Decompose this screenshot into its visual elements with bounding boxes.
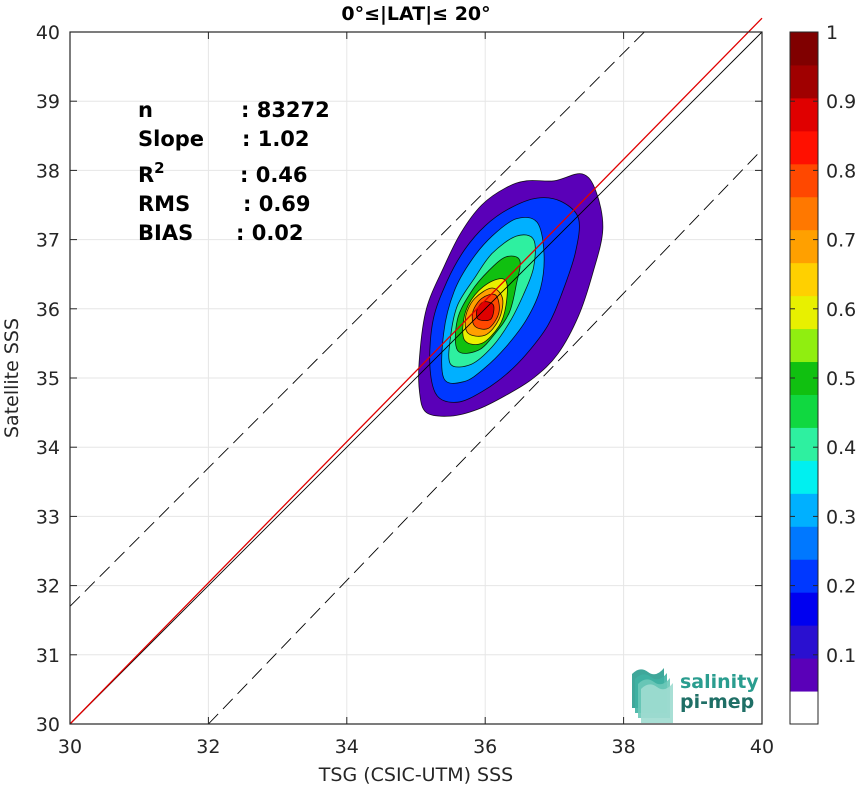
colorbar-segment bbox=[790, 592, 818, 626]
colorbar-segment bbox=[790, 493, 818, 527]
colorbar-segment bbox=[790, 427, 818, 461]
regression-line bbox=[69, 17, 763, 725]
stat-label-slope: Slope bbox=[138, 127, 204, 151]
colorbar-tick-label: 0.5 bbox=[826, 368, 856, 390]
stat-label-rms: RMS bbox=[138, 192, 190, 216]
colorbar-segment bbox=[790, 658, 818, 692]
y-tick-label: 36 bbox=[36, 299, 60, 321]
x-tick-label: 38 bbox=[612, 736, 636, 758]
colorbar-segment bbox=[790, 691, 818, 725]
y-axis-label: Satellite SSS bbox=[1, 318, 23, 438]
stat-value-slope: : 1.02 bbox=[242, 127, 310, 151]
logo-text-pimep: pi-mep bbox=[680, 691, 754, 713]
colorbar-tick-label: 0.1 bbox=[826, 645, 856, 667]
x-tick-label: 40 bbox=[750, 736, 774, 758]
colorbar-segment bbox=[790, 394, 818, 428]
contour-level-0.95 bbox=[475, 301, 495, 322]
colorbar-segment bbox=[790, 625, 818, 659]
y-tick-label: 34 bbox=[36, 437, 60, 459]
colorbar-segment bbox=[790, 196, 818, 231]
colorbar-tick-label: 0.9 bbox=[826, 91, 856, 113]
lower-dashed-line bbox=[208, 149, 763, 725]
chart-title: 0°≤|LAT|≤ 20° bbox=[341, 3, 490, 25]
colorbar-segment bbox=[790, 32, 818, 66]
y-tick-label: 37 bbox=[36, 230, 60, 252]
density-contours bbox=[418, 173, 604, 417]
y-ticks: 30 31 32 33 34 35 36 37 38 39 40 bbox=[36, 22, 762, 736]
stat-value-r: : 0.46 bbox=[240, 163, 308, 187]
y-tick-label: 38 bbox=[36, 160, 60, 182]
stat-label-r: R2 bbox=[138, 159, 165, 187]
colorbar-tick-label: 0.8 bbox=[826, 160, 856, 182]
stat-superscript: 2 bbox=[154, 159, 164, 177]
colorbar-tick-label: 0.6 bbox=[826, 299, 856, 321]
colorbar: 0.1 0.2 0.3 0.4 0.5 0.6 0.7 0.8 0.9 1 bbox=[789, 22, 856, 725]
colorbar-segment bbox=[790, 295, 818, 330]
colorbar-tick-label: 0.2 bbox=[826, 576, 856, 598]
stat-value-rms: : 0.69 bbox=[243, 192, 311, 216]
colorbar-segment bbox=[790, 64, 818, 99]
y-tick-label: 32 bbox=[36, 576, 60, 598]
x-axis-label: TSG (CSIC-UTM) SSS bbox=[318, 764, 513, 786]
stats-box: n : 83272 Slope : 1.02 R2 : 0.46 RMS : 0.69 BIAS… bbox=[138, 98, 330, 245]
colorbar-segment bbox=[790, 526, 818, 560]
y-tick-label: 40 bbox=[36, 22, 60, 44]
x-tick-label: 36 bbox=[473, 736, 497, 758]
colorbar-tick-label: 0.4 bbox=[826, 437, 856, 459]
stat-value-bias: : 0.02 bbox=[236, 221, 304, 245]
colorbar-tick-label: 1 bbox=[826, 22, 838, 44]
stat-label-bias: BIAS bbox=[138, 221, 193, 245]
x-tick-label: 32 bbox=[196, 736, 220, 758]
colorbar-segment bbox=[790, 262, 818, 297]
colorbar-segment bbox=[790, 130, 818, 165]
x-ticks: 30 32 34 36 38 40 bbox=[58, 32, 774, 758]
colorbar-segment bbox=[790, 97, 818, 132]
colorbar-segment bbox=[790, 229, 818, 264]
one-to-one-line bbox=[69, 31, 763, 725]
x-tick-label: 34 bbox=[335, 736, 359, 758]
colorbar-tick-label: 0.7 bbox=[826, 230, 856, 252]
y-tick-label: 35 bbox=[36, 368, 60, 390]
colorbar-segment bbox=[790, 559, 818, 593]
logo-wave-icon bbox=[641, 683, 673, 723]
y-tick-label: 33 bbox=[36, 506, 60, 528]
y-tick-label: 39 bbox=[36, 91, 60, 113]
colorbar-segment bbox=[790, 328, 818, 363]
stat-label-n: n bbox=[138, 98, 153, 122]
y-tick-label: 31 bbox=[36, 645, 60, 667]
upper-dashed-line bbox=[69, 31, 645, 607]
logo-text-salinity: salinity bbox=[680, 671, 759, 693]
colorbar-tick-label: 0.3 bbox=[826, 506, 856, 528]
colorbar-segment bbox=[790, 460, 818, 494]
x-tick-label: 30 bbox=[58, 736, 82, 758]
colorbar-segment bbox=[790, 163, 818, 198]
stat-value-n: : 83272 bbox=[241, 98, 330, 122]
reference-lines bbox=[69, 17, 763, 725]
y-tick-label: 30 bbox=[36, 714, 60, 736]
